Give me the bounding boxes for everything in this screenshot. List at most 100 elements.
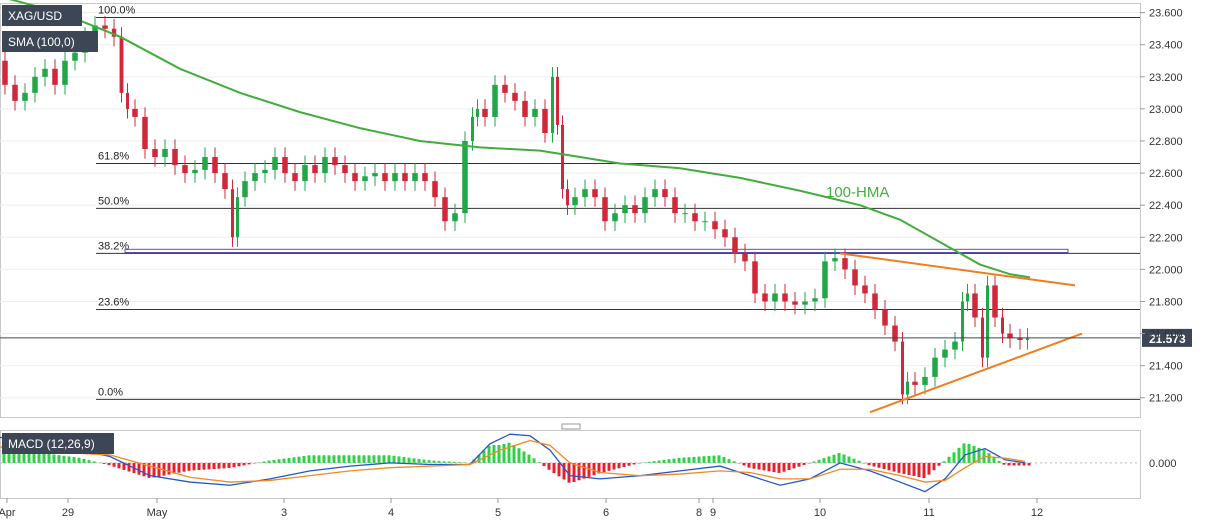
macd-histogram-bar	[12, 449, 16, 463]
macd-histogram-bar	[1012, 462, 1016, 466]
candle-body	[119, 36, 124, 93]
macd-histogram-bar	[662, 459, 666, 463]
candle-body	[652, 189, 658, 198]
time-tick-label: 3	[281, 507, 287, 519]
macd-histogram-bar	[442, 461, 446, 463]
macd-histogram-bar	[852, 458, 856, 463]
candle-body	[471, 116, 474, 141]
macd-histogram-bar	[577, 462, 581, 481]
candle-body	[432, 181, 438, 198]
macd-histogram-bar	[322, 455, 326, 463]
macd-histogram-bar	[302, 456, 306, 463]
macd-histogram-bar	[892, 462, 896, 472]
candle-body	[192, 169, 198, 174]
macd-histogram-bar	[212, 462, 216, 470]
macd-histogram-bar	[807, 462, 811, 464]
candle-body	[402, 173, 408, 182]
macd-histogram-bar	[447, 461, 451, 463]
macd-histogram-bar	[812, 461, 816, 463]
macd-histogram-bar	[957, 447, 961, 463]
macd-histogram-bar	[72, 457, 76, 463]
time-tick-label: 5	[495, 507, 501, 519]
candle-body	[152, 149, 158, 158]
indicator-badge[interactable]: SMA (100,0)	[2, 31, 98, 52]
candle-body	[592, 189, 598, 198]
candle-body	[22, 92, 28, 101]
macd-histogram-bar	[97, 462, 101, 464]
hma-label: 100-HMA	[826, 184, 889, 201]
macd-histogram-bar	[167, 462, 171, 475]
candle-body	[1017, 338, 1023, 340]
candle-body	[572, 197, 578, 206]
candle-body	[32, 76, 38, 93]
macd-histogram-bar	[932, 462, 936, 471]
macd-histogram-bar	[437, 460, 441, 463]
macd-histogram-bar	[1027, 462, 1031, 466]
macd-histogram-bar	[772, 462, 776, 473]
candle-body	[906, 381, 909, 395]
candle-body	[172, 149, 178, 166]
time-tick-label: 12	[1031, 507, 1043, 519]
macd-histogram-bar	[422, 459, 426, 463]
macd-histogram-bar	[492, 445, 496, 463]
macd-histogram-bar	[732, 461, 736, 463]
candle-body	[522, 100, 528, 117]
candle-body	[372, 173, 378, 177]
candle-body	[642, 197, 648, 214]
macd-histogram-bar	[552, 462, 556, 474]
macd-histogram-bar	[452, 461, 456, 463]
macd-histogram-bar	[527, 454, 531, 463]
candle-body	[442, 197, 448, 222]
symbol-badge[interactable]: XAG/USD	[2, 5, 82, 26]
price-axis: 23.600 23.400 23.200 23.000 22.800 22.600 22.4…	[1140, 8, 1183, 405]
macd-layer: 0.000	[0, 433, 1177, 493]
macd-histogram-bar	[397, 456, 401, 463]
candle-body	[342, 165, 348, 174]
macd-histogram-bar	[172, 462, 176, 474]
fib-label: 100.0%	[98, 4, 136, 16]
macd-histogram-bar	[317, 455, 321, 463]
macd-badge[interactable]: MACD (12,26,9)	[2, 433, 114, 454]
candle-body	[612, 213, 618, 222]
macd-histogram-bar	[802, 462, 806, 465]
candle-body	[512, 92, 518, 101]
macd-histogram-bar	[947, 456, 951, 463]
macd-histogram-bar	[832, 454, 836, 463]
macd-histogram-bar	[502, 444, 506, 463]
candle-body	[802, 301, 808, 305]
macd-histogram-bar	[917, 462, 921, 477]
macd-histogram-bar	[827, 456, 831, 463]
macd-histogram-bar	[747, 462, 751, 468]
support-band	[124, 248, 1069, 254]
macd-histogram-bar	[282, 458, 286, 463]
macd-histogram-bar	[817, 459, 821, 463]
macd-histogram-bar	[177, 462, 181, 473]
hma-line	[8, 0, 1031, 279]
macd-histogram-bar	[337, 455, 341, 463]
candle-body	[752, 261, 758, 294]
macd-histogram-bar	[117, 462, 121, 469]
macd-histogram-bar	[547, 462, 551, 470]
candle-body	[111, 28, 117, 37]
last-price-badge	[1142, 328, 1192, 347]
candle-body	[476, 108, 479, 117]
symbol-label: XAG/USD	[8, 9, 62, 23]
candle-body	[892, 325, 898, 342]
macd-tick-label: 0.000	[1149, 458, 1177, 470]
macd-histogram-bar	[777, 462, 781, 473]
candle-body	[282, 157, 288, 174]
macd-histogram-bar	[367, 455, 371, 463]
candle-body	[1026, 337, 1029, 340]
macd-histogram-bar	[257, 462, 261, 463]
time-tick-label: 11	[923, 507, 934, 519]
indicator-label: SMA (100,0)	[8, 35, 75, 49]
macd-histogram-bar	[987, 453, 991, 463]
price-tick-label: 23.000	[1149, 104, 1183, 116]
macd-histogram-bar	[57, 455, 61, 463]
candle-body	[462, 141, 468, 214]
price-tick-label: 22.200	[1149, 232, 1183, 244]
macd-histogram-bar	[857, 460, 861, 463]
candle-body	[142, 116, 148, 150]
panel-resize-handle[interactable]	[561, 423, 581, 430]
